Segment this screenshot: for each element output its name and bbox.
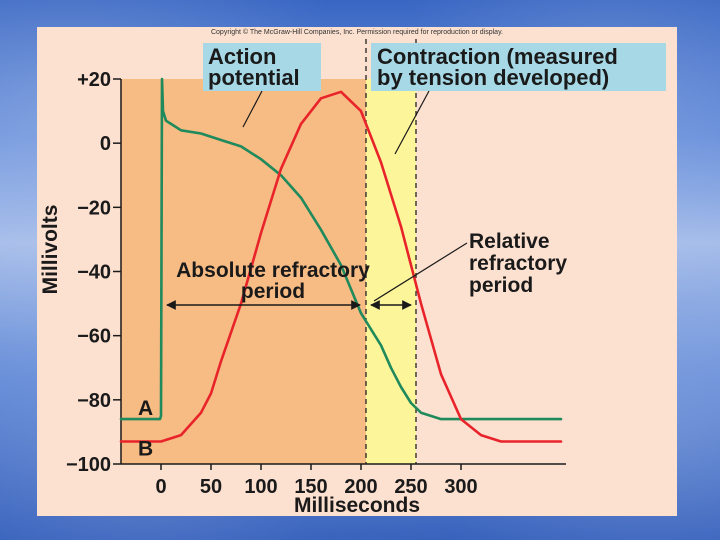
refractory-period-chart: Copyright © The McGraw-Hill Companies, I… — [39, 28, 666, 516]
action-potential-callout-box — [203, 43, 321, 91]
action-potential-pointer — [242, 90, 263, 128]
y-tick-label: −100 — [66, 454, 111, 476]
x-tick-label: 100 — [244, 476, 277, 498]
contraction-callout-text: by tension developed) — [377, 65, 609, 90]
x-tick-label: 50 — [200, 476, 222, 498]
y-tick-label: 0 — [100, 133, 111, 155]
figure-panel: Copyright © The McGraw-Hill Companies, I… — [37, 27, 677, 516]
copyright-notice: Copyright © The McGraw-Hill Companies, I… — [211, 28, 503, 36]
x-tick-label: 250 — [394, 476, 427, 498]
relative-refractory-label-line-3: period — [469, 274, 533, 297]
series-label-a: A — [138, 397, 153, 420]
y-tick-label: −40 — [77, 262, 111, 284]
relative-refractory-pointer — [373, 242, 468, 302]
series-label-b: B — [138, 438, 153, 461]
absolute-refractory-label-line-1: Absolute refractory — [176, 259, 370, 282]
action-potential-line — [119, 77, 563, 421]
y-tick-label: −60 — [77, 326, 111, 348]
x-tick-label: 200 — [344, 476, 377, 498]
relative-refractory-label-line-2: refractory — [469, 252, 567, 275]
contraction-line — [119, 90, 563, 443]
x-tick-label: 0 — [155, 476, 166, 498]
region-relative — [366, 79, 416, 464]
y-tick-label: +20 — [77, 69, 111, 91]
contraction-callout-text: Contraction (measured — [377, 44, 618, 69]
absolute-refractory-label-line-2: period — [241, 280, 305, 303]
contraction-callout-box — [371, 43, 666, 91]
action-potential-callout-text: potential — [208, 65, 300, 90]
y-tick-label: −20 — [77, 197, 111, 219]
contraction-pointer — [394, 90, 430, 155]
x-tick-label: 150 — [294, 476, 327, 498]
x-axis-title: Milliseconds — [294, 494, 420, 516]
relative-refractory-label-line-1: Relative — [469, 230, 550, 253]
y-axis-title: Millivolts — [39, 205, 62, 295]
action-potential-callout-text: Action — [208, 44, 276, 69]
y-tick-label: −80 — [77, 390, 111, 412]
x-tick-label: 300 — [444, 476, 477, 498]
